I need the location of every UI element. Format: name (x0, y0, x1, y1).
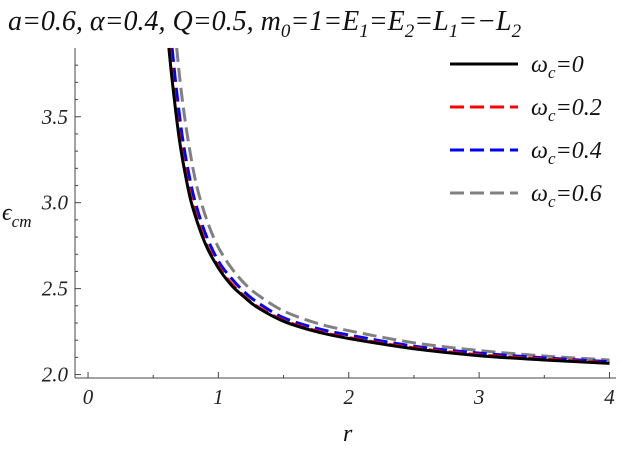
legend-label-0: ωc=0 (531, 52, 584, 82)
x-axis-label: r (343, 421, 353, 447)
series-layer (167, 47, 610, 365)
series-line-2 (170, 47, 610, 364)
x-tick-label: 2 (344, 385, 355, 409)
y-tick-label: 2.5 (42, 277, 68, 301)
y-tick-label: 2.0 (42, 363, 69, 387)
y-tick-label: 3.5 (41, 105, 68, 129)
x-tick-label: 1 (213, 385, 224, 409)
chart-legend: ωc=0 ωc=0.2 ωc=0.4 ωc=0.6 (450, 52, 602, 211)
x-tick-label: 0 (83, 385, 94, 409)
series-line-0 (167, 47, 610, 365)
axis-ticks: 0 1 2 3 4 2.0 2.5 3.0 3.5 (41, 64, 615, 409)
legend-label-2: ωc=0.4 (531, 138, 602, 168)
x-tick-label: 3 (473, 385, 485, 409)
x-tick-label: 4 (604, 385, 615, 409)
chart-title: a=0.6, α=0.4, Q=0.5, m0=1=E1=E2=L1=−L2 (8, 6, 522, 42)
y-tick-label: 3.0 (41, 191, 69, 215)
y-axis-label: ϵcm (2, 200, 32, 231)
series-line-3 (175, 47, 610, 362)
legend-label-3: ωc=0.6 (531, 181, 602, 211)
legend-label-1: ωc=0.2 (531, 95, 602, 125)
